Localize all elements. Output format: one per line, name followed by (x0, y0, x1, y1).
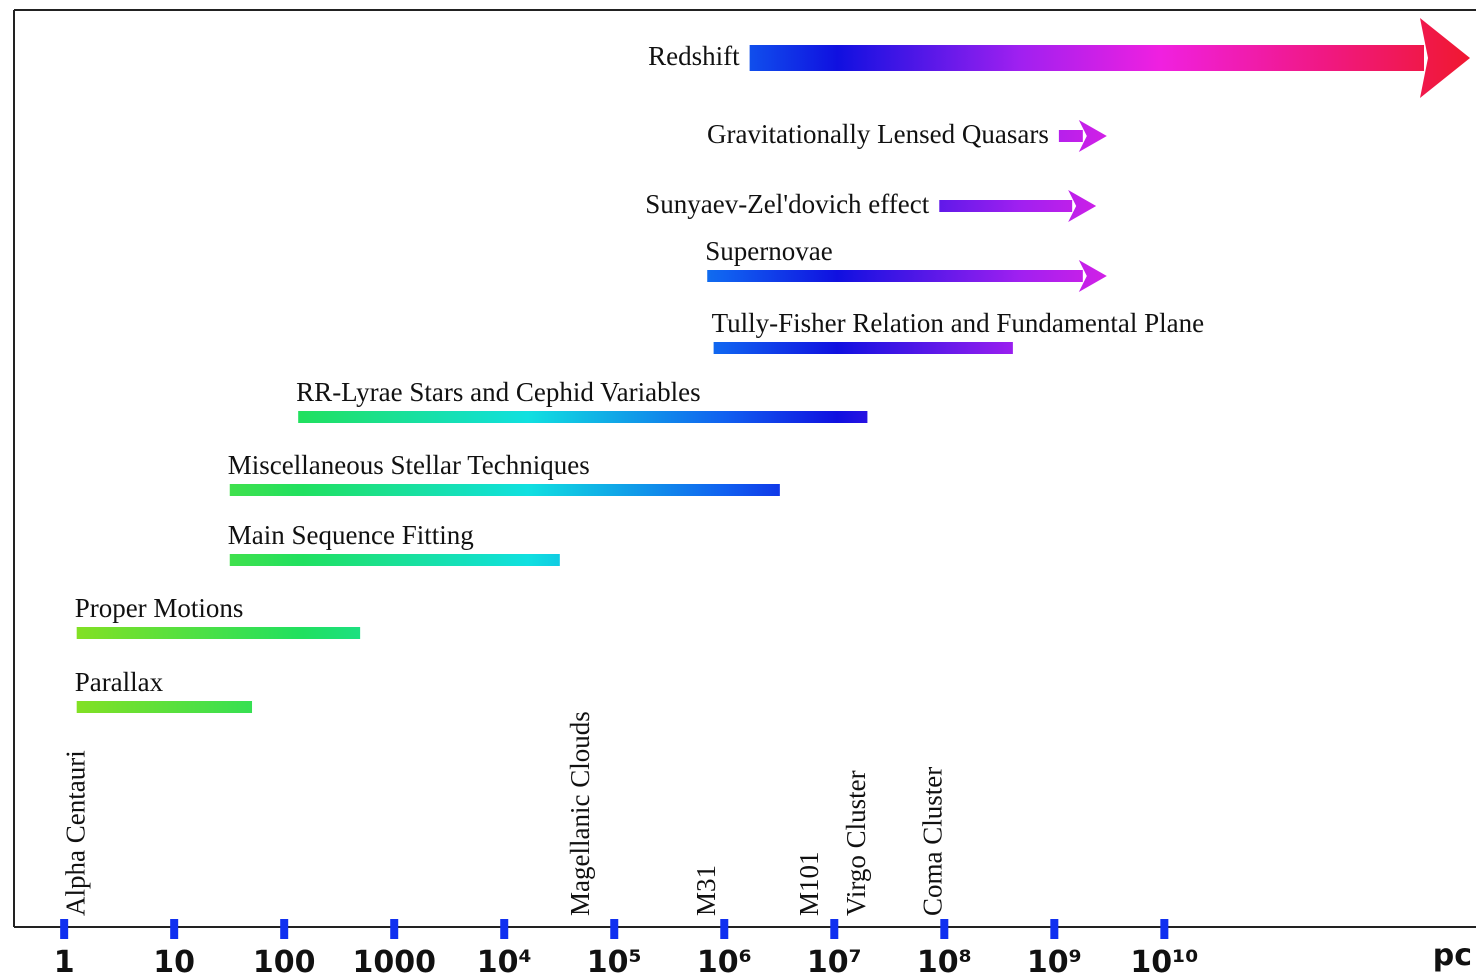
range-bar (298, 411, 868, 423)
x-tick-mark (1050, 919, 1059, 939)
method-label: Tully-Fisher Relation and Fundamental Pl… (712, 308, 1204, 338)
x-tick-mark (940, 919, 949, 939)
range-bar (713, 342, 1013, 354)
bar-body (1058, 130, 1083, 142)
method-label: Miscellaneous Stellar Techniques (228, 450, 590, 480)
bar-body (939, 200, 1073, 212)
x-tick-mark (280, 919, 289, 939)
x-tick-mark (60, 919, 69, 939)
arrow-head (1078, 260, 1107, 292)
x-tick-mark (720, 919, 729, 939)
x-tick-label: 10⁷ (807, 945, 862, 979)
x-tick-label: 10⁶ (697, 945, 752, 979)
x-tick-label: 10⁹ (1027, 945, 1082, 979)
method-label: Proper Motions (75, 593, 244, 623)
range-bar (229, 554, 560, 566)
x-tick-label: 1 (54, 945, 75, 979)
landmark-label: M31 (691, 865, 721, 916)
x-tick-label: 10 (153, 945, 195, 979)
range-bar (1058, 120, 1107, 152)
bar-body (707, 270, 1083, 282)
x-tick-mark (1160, 919, 1169, 939)
x-tick-label: 10⁴ (477, 945, 532, 979)
arrow-head (1078, 120, 1107, 152)
bar-body (713, 342, 1013, 354)
range-bar (749, 18, 1470, 98)
bar-body (229, 554, 560, 566)
bar-body (76, 701, 253, 713)
method-label: Supernovae (705, 236, 832, 266)
x-tick-label: 100 (253, 945, 316, 979)
range-bar (76, 701, 253, 713)
x-tick-mark (390, 919, 399, 939)
method-label: Main Sequence Fitting (228, 520, 474, 550)
x-tick-mark (830, 919, 839, 939)
x-tick-label: 1000 (352, 945, 436, 979)
range-bar (939, 190, 1097, 222)
bar-body (749, 45, 1424, 71)
x-tick-label: 10⁵ (587, 945, 642, 979)
x-tick-mark (170, 919, 179, 939)
bar-body (76, 627, 361, 639)
x-axis-unit: pc (1433, 938, 1472, 973)
method-label: Redshift (648, 41, 740, 71)
x-tick-label: 10¹⁰ (1130, 945, 1198, 979)
x-tick-label: 10⁸ (917, 945, 972, 979)
arrow-head (1420, 18, 1470, 98)
landmark-label: Coma Cluster (918, 767, 948, 916)
method-label: RR-Lyrae Stars and Cephid Variables (296, 377, 700, 407)
range-bar (229, 484, 780, 496)
landmark-label: Magellanic Clouds (565, 711, 595, 916)
method-label: Parallax (75, 667, 164, 697)
range-bar (707, 260, 1107, 292)
bar-body (229, 484, 780, 496)
landmark-label: M101 (794, 851, 824, 916)
x-tick-mark (610, 919, 619, 939)
arrow-head (1068, 190, 1097, 222)
range-bar (76, 627, 361, 639)
landmark-label: Virgo Cluster (841, 770, 871, 916)
x-tick-mark (500, 919, 509, 939)
method-label: Sunyaev-Zel'dovich effect (645, 189, 929, 219)
method-label: Gravitationally Lensed Quasars (707, 119, 1049, 149)
bar-body (298, 411, 868, 423)
landmark-label: Alpha Centauri (61, 750, 91, 916)
